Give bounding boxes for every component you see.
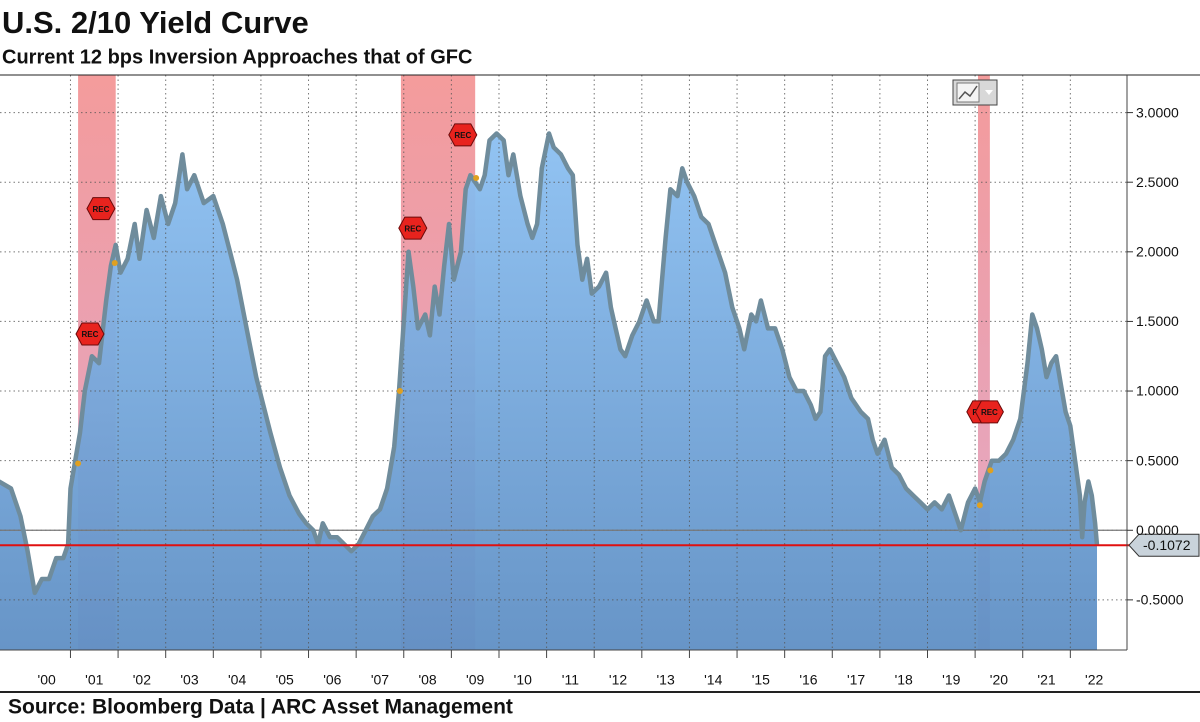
x-tick-label: '14 [704, 672, 722, 688]
x-tick-label: '17 [847, 672, 865, 688]
x-tick-label: '02 [133, 672, 151, 688]
chart-title: U.S. 2/10 Yield Curve [2, 5, 309, 40]
event-marker [473, 175, 480, 182]
x-tick-label: '06 [323, 672, 341, 688]
x-tick-label: '20 [990, 672, 1008, 688]
x-tick-label: '18 [895, 672, 913, 688]
rec-marker [974, 400, 1004, 424]
event-marker [976, 502, 983, 509]
rec-label: REC [82, 330, 99, 339]
source-note: Source: Bloomberg Data | ARC Asset Manag… [8, 696, 513, 719]
rec-label: REC [404, 224, 421, 233]
series-line [0, 131, 1100, 596]
rec-marker [398, 216, 428, 240]
rec-marker [448, 123, 478, 147]
x-tick-label: '13 [657, 672, 675, 688]
rec-label: REC [454, 131, 471, 140]
recession-band [977, 75, 990, 650]
rec-marker [75, 322, 105, 346]
x-tick-label: '22 [1085, 672, 1103, 688]
y-tick-label: 2.0000 [1136, 244, 1179, 260]
rec-label: REC [92, 205, 109, 214]
x-tick-label: '04 [228, 672, 246, 688]
x-tick-label: '09 [466, 672, 484, 688]
y-tick-label: 1.5000 [1136, 313, 1179, 329]
event-marker [111, 259, 118, 266]
x-tick-label: '21 [1037, 672, 1055, 688]
y-tick-label: 1.0000 [1136, 383, 1179, 399]
x-tick-label: '10 [514, 672, 532, 688]
y-tick-label: -0.5000 [1136, 592, 1184, 608]
y-tick-label: 0.0000 [1136, 522, 1179, 538]
event-marker [396, 388, 403, 395]
chart-subtitle: Current 12 bps Inversion Approaches that… [2, 46, 472, 68]
y-tick-label: 0.5000 [1136, 452, 1179, 468]
y-tick-label: 3.0000 [1136, 104, 1179, 120]
x-tick-label: '01 [85, 672, 103, 688]
event-marker [75, 460, 82, 467]
x-tick-label: '16 [799, 672, 817, 688]
x-tick-label: '11 [562, 672, 579, 688]
rec-marker [86, 197, 116, 221]
x-tick-label: '12 [609, 672, 627, 688]
y-tick-label: 2.5000 [1136, 174, 1179, 190]
event-marker [987, 467, 994, 474]
x-tick-label: '05 [276, 672, 294, 688]
x-tick-label: '08 [418, 672, 436, 688]
current-value-label: -0.1072 [1143, 537, 1191, 553]
x-tick-label: '03 [180, 672, 198, 688]
x-tick-label: '15 [752, 672, 770, 688]
x-tick-label: '00 [38, 672, 56, 688]
plot-area: RECRECRECRECRECREC [0, 75, 1131, 650]
x-tick-label: '07 [371, 672, 389, 688]
current-value-tag [1128, 533, 1200, 557]
rec-label: REC [981, 408, 998, 417]
area-fill [0, 133, 1097, 650]
chart-icon [952, 79, 998, 106]
x-tick-label: '19 [942, 672, 960, 688]
